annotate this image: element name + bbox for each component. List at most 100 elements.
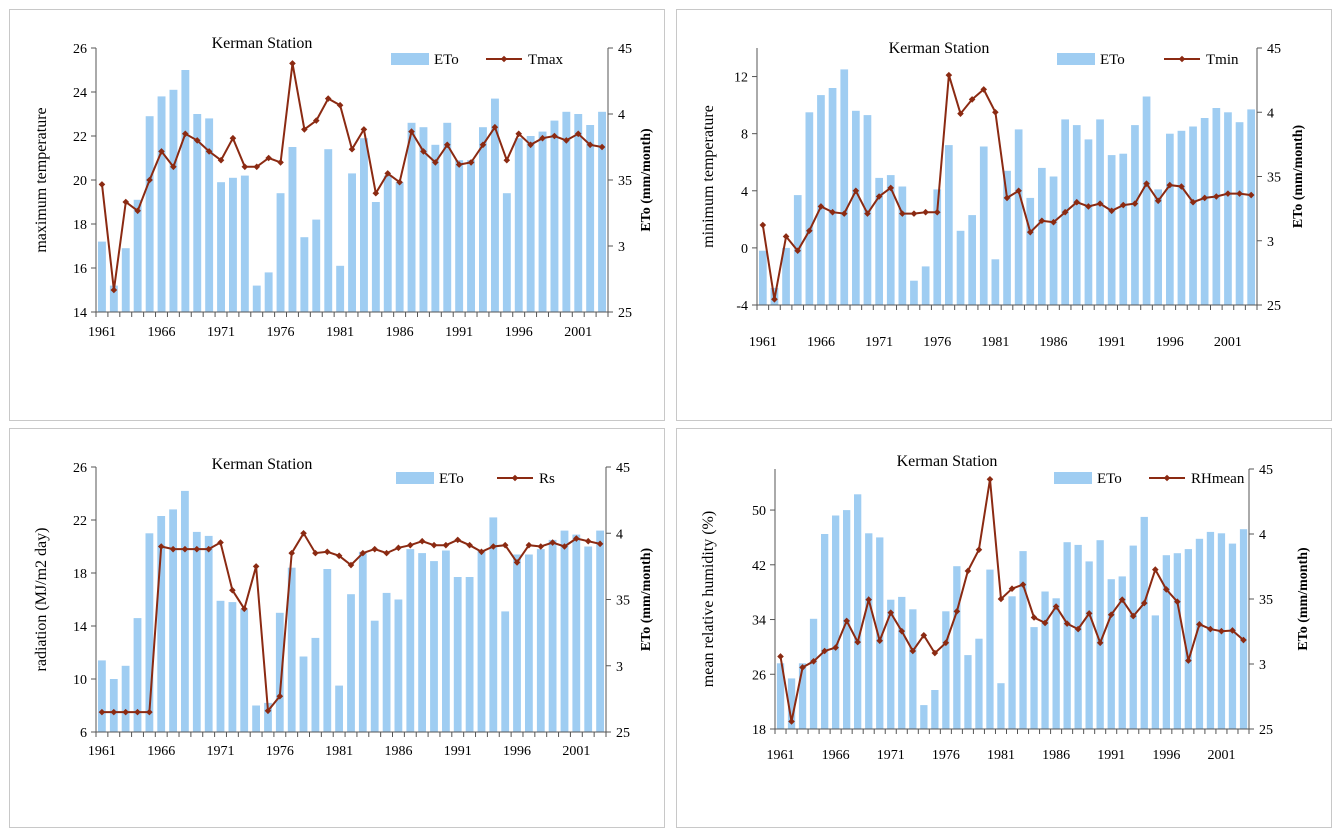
y-tick-label: 0 [741, 242, 748, 257]
eto-bar [931, 690, 939, 729]
series-point [1207, 625, 1214, 633]
eto-bar [1142, 96, 1151, 305]
eto-bar [1129, 545, 1137, 729]
series-point [454, 536, 462, 544]
series-point [1218, 627, 1225, 635]
series-point [395, 544, 402, 552]
y2-tick-label: 4 [618, 108, 625, 123]
chart-svg-rhmean: 50 42 34 26 18 45 4 35 3 25 1961 1966 1971 1976 1981 19… [700, 453, 1311, 763]
series-point [1154, 197, 1162, 205]
series-point [501, 541, 509, 549]
series-point [1074, 625, 1082, 633]
series-point [1152, 566, 1159, 573]
series-point [442, 541, 450, 549]
series-point [134, 207, 141, 215]
eto-bar [1224, 112, 1232, 306]
eto-bar [759, 250, 767, 305]
eto-bar [942, 611, 950, 729]
series-point [1119, 201, 1127, 209]
series-point [264, 707, 272, 715]
series-point [821, 647, 828, 655]
y-tick-label: 26 [73, 461, 87, 476]
eto-bar [1008, 596, 1016, 729]
eto-bar [536, 549, 545, 732]
eto-bar [300, 237, 309, 312]
eto-bar [887, 599, 895, 729]
eto-bar [324, 149, 333, 312]
eto-bar [288, 147, 297, 312]
eto-bar [1026, 197, 1035, 305]
y-tick-label: 18 [73, 218, 87, 233]
series-point [371, 545, 379, 553]
series-point [1140, 599, 1148, 607]
eto-bar [865, 533, 873, 729]
series-point [241, 163, 249, 171]
chart-svg-rs: 26 22 18 14 10 6 45 4 35 3 25 1961 1966 1971 1976 1981 1… [33, 456, 654, 759]
series-point [997, 595, 1005, 603]
eto-bar [574, 114, 583, 312]
series-point [1041, 619, 1049, 627]
eto-bar [1030, 627, 1038, 729]
series-point [276, 692, 284, 700]
eto-bar [1166, 133, 1174, 305]
series-point [252, 563, 260, 570]
eto-bar [205, 118, 214, 313]
eto-bar [133, 199, 142, 312]
eto-bar [406, 549, 415, 732]
eto-bar [311, 637, 320, 732]
chart-panel-rs: 26 22 18 14 10 6 45 4 35 3 25 1961 1966 1971 1976 1981 1… [9, 428, 665, 828]
legend-swatch-eto [391, 53, 429, 65]
y-tick-label: 16 [73, 262, 87, 277]
legend-swatch-eto [396, 472, 434, 484]
series-point [205, 148, 213, 155]
eto-bar [430, 561, 438, 732]
x-tick-label: 1966 [147, 325, 175, 340]
series-point [551, 132, 558, 140]
eto-bar [562, 111, 571, 312]
series-point [810, 657, 817, 665]
series-point [794, 247, 801, 255]
legend-label-line: Rs [539, 471, 555, 487]
series-point [1229, 627, 1236, 634]
legend-label-eto: ETo [1100, 52, 1125, 68]
series-point [217, 156, 225, 164]
series-point [537, 543, 545, 550]
eto-bar [489, 517, 498, 732]
legend-label-line: Tmin [1206, 52, 1239, 68]
series-point [829, 208, 836, 216]
eto-bar [204, 535, 213, 732]
series-point [953, 608, 961, 615]
series-point [1038, 217, 1046, 225]
eto-bar [323, 569, 332, 732]
series-point [1030, 614, 1038, 621]
series-point [909, 647, 917, 655]
series-point [229, 586, 236, 594]
y-tick-label: 6 [80, 726, 87, 741]
y2-tick-label: 25 [1267, 299, 1281, 314]
series-point [574, 130, 582, 138]
series-point [1129, 612, 1137, 620]
series-point [1050, 218, 1057, 226]
eto-bar [228, 602, 237, 732]
series-point [840, 210, 848, 217]
eto-bar [442, 550, 450, 732]
chart-panel-tmin: 12 8 4 0 -4 45 4 35 3 25 1961 1966 1971 1976 1981 1986 1… [676, 9, 1332, 421]
chart-title: Kerman Station [212, 35, 313, 52]
eto-bar [921, 266, 930, 305]
eto-bar [898, 596, 906, 729]
series-point [430, 541, 438, 549]
y-tick-label: 34 [752, 614, 766, 629]
eto-bar [121, 248, 130, 312]
x-tick-label: 1986 [386, 325, 414, 340]
x-tick-label: 2001 [562, 744, 590, 759]
series-point [1174, 598, 1181, 606]
eto-bar [805, 112, 814, 306]
series-point [782, 233, 790, 240]
y-axis-label: minimum temperature [700, 105, 717, 248]
chart-title: Kerman Station [212, 456, 313, 473]
series-point [420, 148, 427, 155]
y-tick-label: 26 [752, 668, 766, 683]
series-point [1166, 181, 1174, 189]
y2-tick-label: 25 [616, 726, 630, 741]
eto-bar [1038, 167, 1046, 305]
